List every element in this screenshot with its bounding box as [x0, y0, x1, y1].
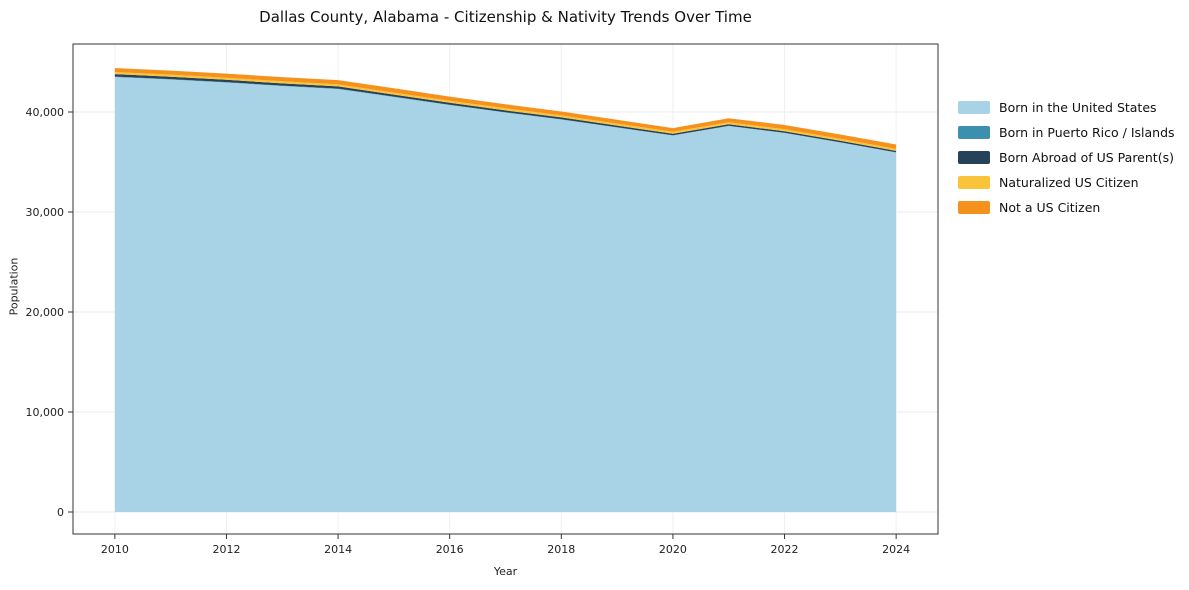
area-chart: 2010 2012 2014 2016 2018 2020 2022 2024 0 10,000 2… [26, 43, 939, 556]
svg-text:20,000: 20,000 [26, 306, 65, 319]
legend-item-not-citizen: Not a US Citizen [958, 200, 1175, 215]
legend-label-not-citizen: Not a US Citizen [999, 200, 1101, 215]
legend-swatch-not-citizen [958, 201, 990, 214]
legend-swatch-puerto-rico-islands [958, 126, 990, 139]
legend-item-born-abroad: Born Abroad of US Parent(s) [958, 150, 1175, 165]
legend-label-born-in-us: Born in the United States [999, 100, 1157, 115]
legend-swatch-naturalized [958, 176, 990, 189]
legend-label-naturalized: Naturalized US Citizen [999, 175, 1139, 190]
svg-text:2018: 2018 [547, 543, 575, 556]
svg-text:30,000: 30,000 [26, 206, 65, 219]
svg-text:0: 0 [57, 506, 64, 519]
svg-text:2020: 2020 [659, 543, 687, 556]
svg-text:2014: 2014 [324, 543, 352, 556]
legend-label-puerto-rico-islands: Born in Puerto Rico / Islands [999, 125, 1175, 140]
legend-item-born-in-us: Born in the United States [958, 100, 1175, 115]
svg-text:2010: 2010 [101, 543, 129, 556]
svg-text:2012: 2012 [212, 543, 240, 556]
legend-swatch-born-abroad [958, 151, 990, 164]
legend-label-born-abroad: Born Abroad of US Parent(s) [999, 150, 1174, 165]
svg-text:10,000: 10,000 [26, 406, 65, 419]
svg-text:2022: 2022 [771, 543, 799, 556]
svg-text:2024: 2024 [882, 543, 910, 556]
legend-swatch-born-in-us [958, 101, 990, 114]
legend-item-puerto-rico-islands: Born in Puerto Rico / Islands [958, 125, 1175, 140]
x-axis-label: Year [493, 565, 518, 578]
y-axis-label: Population [7, 257, 21, 316]
legend: Born in the United States Born in Puerto… [958, 100, 1175, 215]
svg-text:40,000: 40,000 [26, 106, 65, 119]
svg-text:2016: 2016 [436, 543, 464, 556]
chart-title: Dallas County, Alabama - Citizenship & N… [259, 8, 752, 26]
legend-item-naturalized: Naturalized US Citizen [958, 175, 1175, 190]
